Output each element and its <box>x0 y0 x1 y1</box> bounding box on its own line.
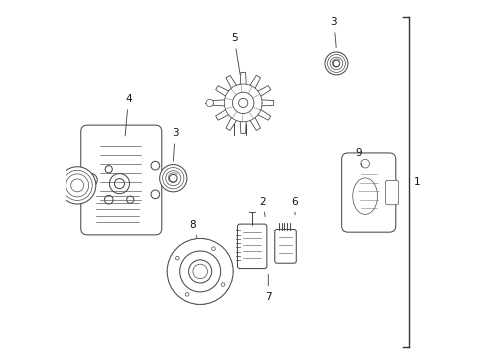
Circle shape <box>212 247 215 251</box>
Circle shape <box>175 256 179 260</box>
Text: 6: 6 <box>291 197 298 215</box>
Circle shape <box>151 161 160 170</box>
Circle shape <box>206 99 213 107</box>
FancyBboxPatch shape <box>342 153 396 232</box>
Circle shape <box>233 92 254 113</box>
FancyBboxPatch shape <box>386 180 399 205</box>
Text: 3: 3 <box>331 17 337 48</box>
Circle shape <box>105 166 112 173</box>
Circle shape <box>189 260 212 283</box>
Text: 2: 2 <box>259 197 266 217</box>
Circle shape <box>115 179 124 189</box>
Text: 8: 8 <box>190 220 197 238</box>
Text: 9: 9 <box>356 148 362 167</box>
Text: 3: 3 <box>172 129 178 161</box>
Text: 4: 4 <box>125 94 132 136</box>
Circle shape <box>193 264 207 279</box>
Circle shape <box>167 238 233 305</box>
Circle shape <box>361 159 369 168</box>
Circle shape <box>180 251 220 292</box>
FancyBboxPatch shape <box>81 125 162 235</box>
Circle shape <box>126 196 134 203</box>
Circle shape <box>333 60 340 67</box>
Circle shape <box>325 52 348 75</box>
Circle shape <box>160 165 187 192</box>
Circle shape <box>170 174 177 182</box>
Circle shape <box>221 283 225 286</box>
Circle shape <box>239 98 248 108</box>
Text: 5: 5 <box>231 33 240 75</box>
Circle shape <box>109 174 129 194</box>
Circle shape <box>84 174 97 186</box>
Text: 1: 1 <box>414 177 420 187</box>
Circle shape <box>71 179 84 192</box>
Circle shape <box>104 195 113 204</box>
Circle shape <box>58 167 96 204</box>
Circle shape <box>151 190 160 199</box>
Circle shape <box>185 293 189 296</box>
Text: 7: 7 <box>265 274 271 302</box>
FancyBboxPatch shape <box>275 229 296 263</box>
FancyBboxPatch shape <box>238 224 267 269</box>
